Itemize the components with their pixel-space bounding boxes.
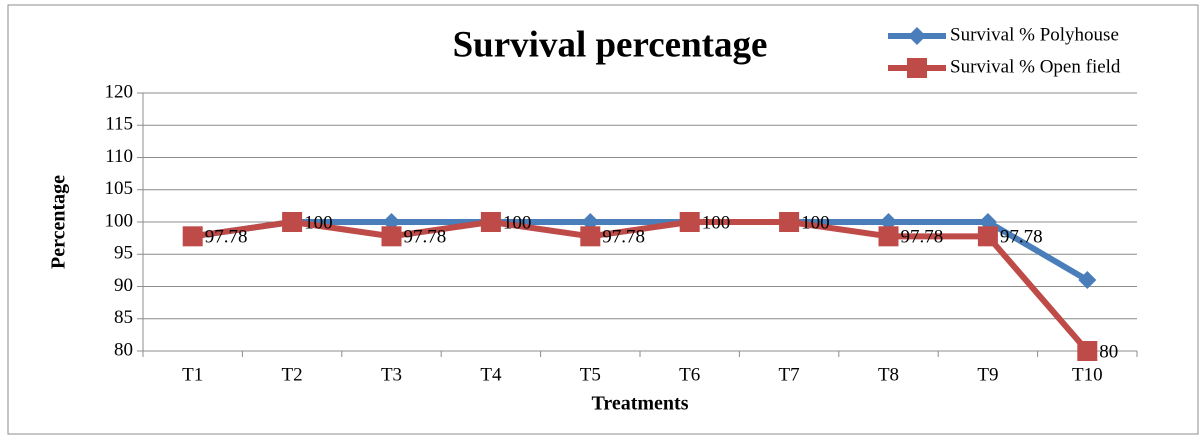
data-point bbox=[381, 226, 402, 247]
legend-label: Survival % Polyhouse bbox=[950, 24, 1119, 45]
data-label: 100 bbox=[503, 212, 532, 233]
data-point bbox=[580, 226, 601, 247]
x-axis-label: Treatments bbox=[591, 393, 688, 415]
y-tick-label: 90 bbox=[114, 275, 133, 296]
data-label: 97.78 bbox=[602, 227, 645, 248]
x-tick-label: T9 bbox=[977, 364, 998, 385]
chart-title: Survival percentage bbox=[453, 24, 768, 65]
y-tick-label: 110 bbox=[105, 146, 133, 167]
y-tick-label: 100 bbox=[105, 210, 134, 231]
x-tick-label: T2 bbox=[282, 364, 303, 385]
y-tick-label: 95 bbox=[114, 243, 133, 264]
data-point bbox=[282, 212, 303, 232]
data-point bbox=[679, 212, 700, 232]
data-label: 100 bbox=[304, 212, 333, 233]
data-label: 80 bbox=[1099, 341, 1118, 362]
data-label: 97.78 bbox=[901, 227, 944, 248]
x-tick-label: T7 bbox=[779, 364, 800, 385]
y-tick-label: 80 bbox=[114, 339, 133, 360]
series-line bbox=[192, 219, 1089, 283]
x-tick-label: T5 bbox=[580, 364, 601, 385]
data-label: 97.78 bbox=[205, 227, 248, 248]
x-tick-label: T4 bbox=[480, 364, 502, 385]
legend-label: Survival % Open field bbox=[950, 56, 1121, 77]
y-axis-label: Percentage bbox=[48, 175, 70, 269]
legend-marker bbox=[908, 27, 926, 45]
y-tick-label: 85 bbox=[114, 307, 133, 328]
y-tick-label: 105 bbox=[105, 178, 134, 199]
data-label: 97.78 bbox=[404, 227, 447, 248]
x-tick-label: T6 bbox=[679, 364, 700, 385]
x-tick-label: T10 bbox=[1072, 364, 1103, 385]
y-tick-label: 120 bbox=[105, 81, 134, 102]
y-tick-label: 115 bbox=[105, 114, 133, 135]
x-tick-label: T8 bbox=[878, 364, 899, 385]
legend-marker bbox=[907, 58, 927, 78]
x-tick-label: T1 bbox=[182, 364, 203, 385]
data-point bbox=[1077, 341, 1098, 361]
data-point bbox=[480, 212, 501, 232]
series-line bbox=[192, 219, 1090, 353]
data-point bbox=[878, 226, 899, 247]
data-label: 100 bbox=[801, 212, 830, 233]
x-tick-label: T3 bbox=[381, 364, 402, 385]
data-point bbox=[779, 212, 800, 232]
data-label: 100 bbox=[702, 212, 731, 233]
data-point bbox=[182, 226, 203, 247]
data-label: 97.78 bbox=[1000, 227, 1043, 248]
data-point bbox=[1078, 271, 1097, 290]
data-point bbox=[977, 226, 998, 247]
